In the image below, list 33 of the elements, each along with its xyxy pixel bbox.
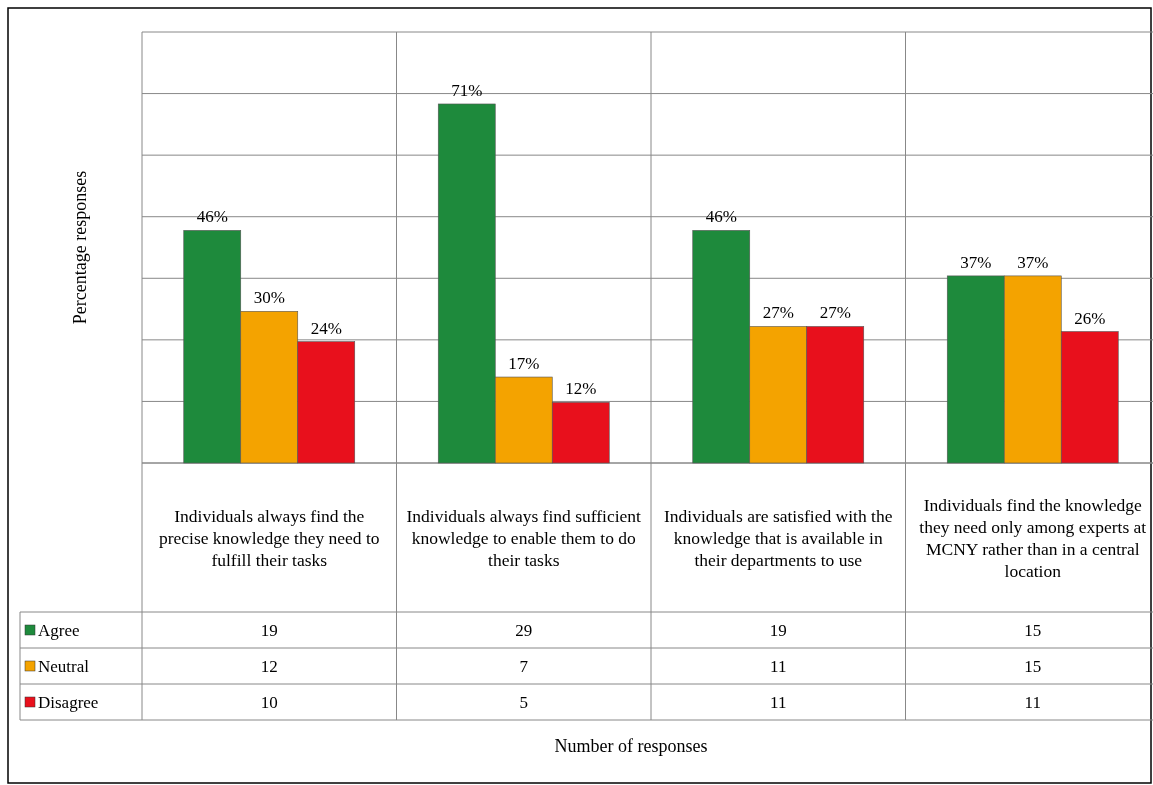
data-label: 37% <box>1017 252 1049 272</box>
text: 12 <box>260 657 278 676</box>
text: 11 <box>770 693 787 712</box>
x-tick-label: Individuals always find the precise knowledge they need to fulfill their tasks <box>158 505 380 570</box>
x-tick-label: Individuals find the knowledge they need only among experts at MCNY rather than in a central location <box>919 494 1147 581</box>
data-label: 12% <box>565 379 597 399</box>
data-label: 46% <box>705 207 737 227</box>
data-label: 37% <box>960 252 992 272</box>
y-axis-title: Percentage responses <box>70 170 90 325</box>
text: Number of responses <box>554 736 708 756</box>
data-label: 24% <box>310 318 342 338</box>
text: 11 <box>770 657 787 676</box>
text: 19 <box>769 621 787 640</box>
text: 15 <box>1024 621 1042 640</box>
legend-label: Disagree <box>38 693 99 712</box>
text: 19 <box>260 621 278 640</box>
data-label: 27% <box>819 303 851 323</box>
data-label: 27% <box>762 303 794 323</box>
data-label: 17% <box>508 354 540 374</box>
data-label: 30% <box>253 288 285 308</box>
text: 11 <box>1024 693 1041 712</box>
text: 29 <box>515 621 533 640</box>
text: 10 <box>260 693 278 712</box>
legend-label: Neutral <box>38 657 90 676</box>
legend-label: Agree <box>38 621 80 640</box>
x-tick-label: Individuals are satisfied with the knowledge that is available in their departments to use <box>664 505 893 570</box>
text: 7 <box>519 657 529 676</box>
data-label: 26% <box>1074 308 1106 328</box>
x-tick-label: Individuals always find sufficient knowledge to enable them to do their tasks <box>406 505 642 570</box>
text: 5 <box>519 693 528 712</box>
text: 15 <box>1024 657 1042 676</box>
data-label: 46% <box>196 207 228 227</box>
data-label: 71% <box>451 80 483 100</box>
